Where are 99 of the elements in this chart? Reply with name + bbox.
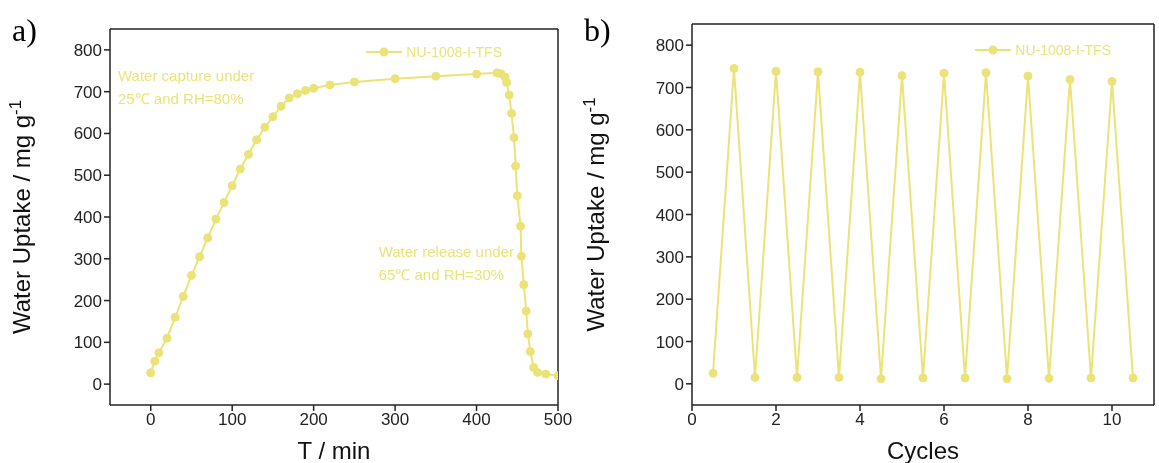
point: [541, 369, 551, 379]
chart-title: a): [12, 12, 37, 49]
point: [1002, 374, 1012, 384]
point: [729, 63, 739, 73]
y-tick-label: 700: [655, 78, 684, 98]
point: [227, 181, 237, 191]
point: [203, 233, 213, 243]
point: [235, 164, 245, 174]
x-axis-title: T / min: [297, 437, 371, 463]
point: [1107, 77, 1117, 87]
legend-label: NU-1008-I-TFS: [406, 44, 502, 60]
point: [431, 71, 441, 81]
x-tick-label: 4: [855, 410, 865, 430]
x-tick-label: 400: [462, 410, 491, 430]
point: [186, 270, 196, 280]
point: [525, 347, 535, 357]
point: [855, 67, 865, 77]
point: [771, 66, 781, 76]
x-tick-label: 0: [687, 410, 697, 430]
y-tick-label: 0: [674, 374, 684, 394]
y-tick-label: 0: [92, 375, 102, 395]
point: [472, 69, 482, 79]
point: [219, 197, 229, 207]
point: [523, 329, 533, 339]
point: [1128, 373, 1138, 383]
point: [519, 280, 529, 290]
y-tick-label: 100: [73, 333, 102, 353]
point: [1065, 74, 1075, 84]
y-tick-label: 400: [655, 205, 684, 225]
point: [516, 251, 526, 261]
point: [1044, 373, 1054, 383]
point: [162, 333, 172, 343]
x-tick-label: 500: [543, 410, 573, 430]
point: [708, 368, 718, 378]
point: [325, 80, 335, 90]
point: [516, 221, 526, 231]
y-tick-label: 700: [73, 82, 102, 102]
point: [150, 356, 160, 366]
point: [504, 90, 514, 100]
point: [1086, 373, 1096, 383]
point: [960, 373, 970, 383]
legend-label: NU-1008-I-TFS: [1015, 42, 1111, 58]
point: [939, 68, 949, 78]
y-tick-label: 600: [73, 124, 102, 144]
y-tick-label: 500: [73, 166, 102, 186]
point: [252, 135, 262, 145]
y-tick-label: 400: [73, 208, 102, 228]
point: [292, 89, 302, 99]
point: [750, 372, 760, 382]
x-tick-label: 6: [939, 410, 949, 430]
y-tick-label: 600: [655, 120, 684, 140]
point: [349, 77, 359, 87]
x-tick-label: 200: [299, 410, 328, 430]
x-tick-label: 300: [380, 410, 410, 430]
point: [834, 372, 844, 382]
point: [170, 312, 180, 322]
point: [211, 214, 221, 224]
point: [509, 133, 519, 143]
annotation: Water capture under 25℃ and RH=80%: [118, 66, 255, 109]
point: [300, 85, 310, 95]
point: [918, 373, 928, 383]
x-tick-label: 8: [1023, 410, 1033, 430]
point: [792, 372, 802, 382]
y-tick-label: 500: [655, 163, 684, 183]
point: [243, 149, 253, 159]
point: [507, 108, 517, 118]
point: [511, 161, 521, 171]
y-tick-label: 800: [73, 40, 102, 60]
point: [512, 191, 522, 201]
point: [533, 367, 543, 377]
y-tick-label: 800: [655, 36, 684, 56]
y-tick-label: 200: [655, 290, 684, 310]
point: [154, 348, 164, 358]
y-tick-label: 200: [73, 291, 102, 311]
point: [276, 101, 286, 111]
x-tick-label: 100: [217, 410, 247, 430]
chart-title: b): [584, 12, 611, 49]
point: [813, 67, 823, 77]
x-tick-label: 10: [1102, 410, 1122, 430]
point: [309, 83, 319, 93]
point: [284, 93, 294, 103]
point: [178, 291, 188, 301]
point: [876, 374, 886, 384]
x-tick-label: 2: [771, 410, 781, 430]
y-tick-label: 100: [655, 332, 684, 352]
point: [981, 68, 991, 78]
annotation: Water release under 65℃ and RH=30%: [378, 242, 514, 285]
point: [521, 306, 531, 316]
point: [146, 368, 156, 378]
point: [390, 74, 400, 84]
y-tick-label: 300: [73, 249, 102, 269]
point: [502, 77, 512, 87]
point: [1023, 71, 1033, 81]
point: [268, 112, 278, 122]
y-tick-label: 300: [655, 247, 684, 267]
point: [195, 252, 205, 262]
x-tick-label: 0: [145, 410, 156, 430]
point: [897, 71, 907, 81]
point: [260, 122, 270, 132]
